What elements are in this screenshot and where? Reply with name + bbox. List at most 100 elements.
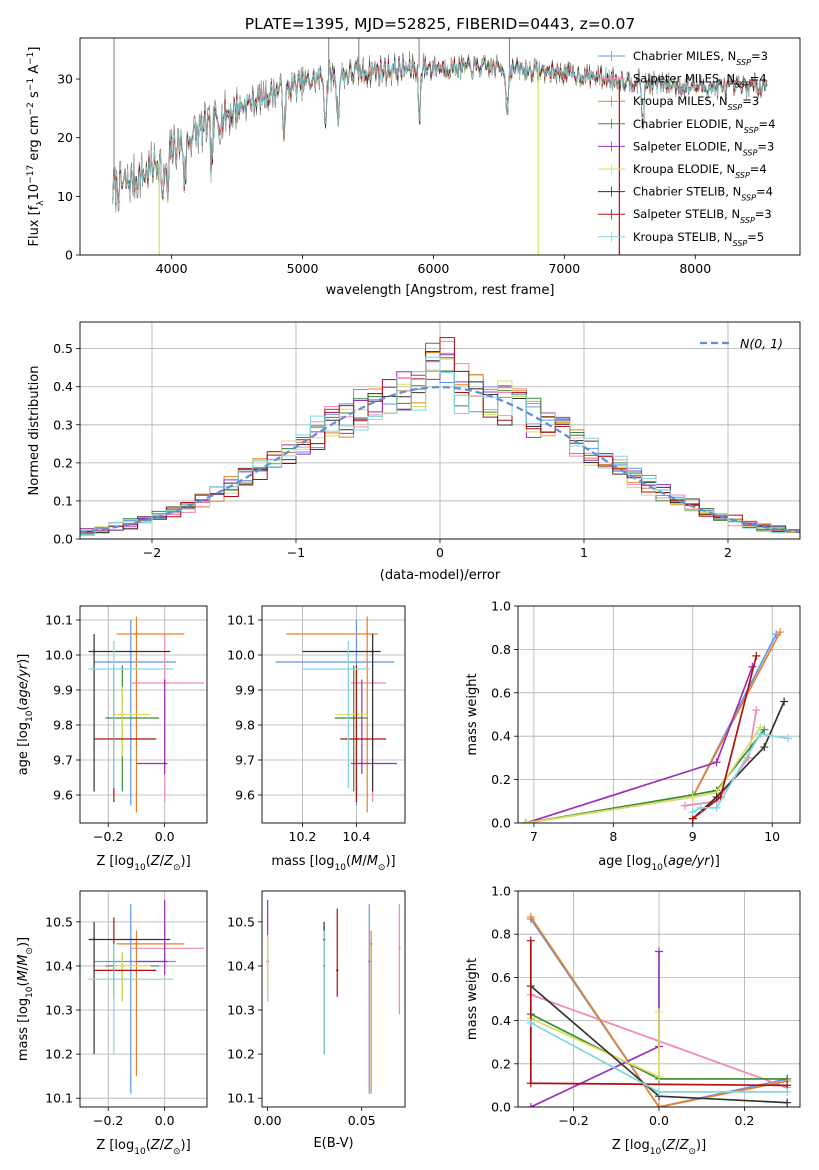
x-tick-label: 10: [764, 829, 780, 844]
series-marker-kroupa_stelib: [784, 734, 793, 743]
x-tick-label: −0.2: [93, 1113, 123, 1128]
axes-frame: [261, 890, 406, 1108]
y-axis-label: mass weight: [465, 673, 480, 755]
y-tick-label: 10.1: [227, 1091, 255, 1106]
x-tick-label: 0.00: [254, 1113, 282, 1128]
y-tick-label: 10.5: [227, 914, 255, 929]
y-tick-label: 0.3: [53, 417, 73, 432]
histogram-kroupa_stelib: [80, 356, 800, 535]
y-tick-label: 0.2: [53, 455, 73, 470]
point-kroupa_stelib: [347, 667, 350, 671]
y-tick-label: 10.3: [45, 1003, 73, 1018]
spectrum-model-kroupa_stelib: [112, 57, 768, 203]
y-tick-label: 9.8: [235, 718, 255, 733]
y-tick-label: 10.2: [227, 1047, 255, 1062]
series-marker-kroupa_miles: [526, 912, 535, 921]
legend-label-kroupa_stelib: Kroupa STELIB, NSSP=5: [633, 230, 764, 248]
x-tick-label: −0.2: [558, 1113, 588, 1128]
y-tick-label: 10.4: [227, 958, 255, 973]
x-tick-label: 7000: [548, 261, 580, 276]
series-marker-kroupa_miles: [655, 1103, 663, 1107]
series-marker-kroupa_elodie: [521, 819, 530, 823]
axes-frame: [79, 890, 208, 1108]
y-axis-label: mass weight: [465, 958, 480, 1040]
series-line-kroupa_miles: [530, 916, 788, 1107]
x-tick-label: 8: [609, 829, 617, 844]
y-tick-label: 9.7: [53, 753, 73, 768]
x-tick-label: 4000: [156, 261, 188, 276]
y-tick-label: 9.9: [235, 683, 255, 698]
point-salpeter_stelib: [355, 737, 358, 741]
plot-area: [112, 38, 768, 255]
point-salpeter_miles: [398, 947, 401, 950]
y-tick-label: 0.2: [491, 772, 511, 787]
plot-area: [526, 912, 792, 1107]
series-marker-salpeter_elodie: [655, 947, 663, 956]
y-tick-label: 0.4: [53, 379, 73, 394]
x-tick-label: 10.2: [289, 829, 317, 844]
y-tick-label: 1.0: [491, 884, 511, 899]
y-tick-label: 9.9: [53, 683, 73, 698]
legend-label-salpeter_elodie: Salpeter ELODIE, NSSP=3: [633, 139, 774, 157]
series-marker-kroupa_stelib: [712, 803, 721, 812]
y-tick-label: 0.0: [491, 816, 511, 831]
y-tick-label: 0.8: [491, 642, 511, 657]
chart-mass_vs_Z: −0.2 0.0 10.1 10.2 10.3 10.4 10.5 Z [log10(Z/Z⊙…: [16, 890, 208, 1157]
y-axis-label: mass [log10(M/M⊙)]: [16, 937, 35, 1061]
point-salpeter_elodie: [360, 762, 364, 765]
histogram-salpeter_stelib: [80, 337, 800, 534]
axes-frame: [79, 321, 801, 540]
axes-frame: [261, 605, 406, 824]
legend-label-chabrier_miles: Chabrier MILES, NSSP=3: [633, 49, 768, 67]
normal-curve: [80, 386, 800, 534]
y-tick-label: 10.2: [45, 1047, 73, 1062]
point-chabrier_miles: [368, 960, 371, 963]
series-marker-kroupa_stelib: [696, 803, 705, 812]
y-tick-label: 0.5: [53, 341, 73, 356]
x-tick-label: −1: [287, 545, 305, 560]
series-marker-kroupa_stelib: [688, 808, 697, 817]
x-tick-label: 0.0: [649, 1113, 669, 1128]
series-marker-salpeter_miles: [752, 706, 761, 715]
chart-age_vs_mass: 10.2 10.4 9.6 9.7 9.8 9.9 10.0 10.1 mass [log10(…: [227, 605, 406, 873]
point-kroupa_miles: [369, 942, 373, 946]
series-marker-salpeter_stelib: [526, 936, 535, 945]
x-axis-label: wavelength [Angstrom, rest frame]: [326, 283, 555, 298]
chart-spectrum: 4000 5000 6000 7000 8000 0 10 20 30 wavelength [A…: [26, 37, 801, 298]
series-marker-kroupa_stelib: [526, 1018, 535, 1027]
x-axis-label: (data-model)/error: [380, 568, 501, 583]
series-marker-kroupa_stelib: [756, 730, 765, 739]
y-tick-label: 0.4: [491, 729, 511, 744]
series-marker-kroupa_stelib: [783, 1087, 792, 1096]
point-chabrier_stelib: [92, 650, 96, 653]
plot-area: [275, 616, 397, 813]
point-kroupa_stelib: [322, 977, 326, 981]
x-axis-label: Z [log10(Z/Z⊙)]: [96, 854, 190, 873]
x-tick-label: 8000: [679, 261, 711, 276]
y-tick-label: 10.0: [45, 648, 73, 663]
x-tick-label: −0.2: [93, 829, 123, 844]
y-tick-label: 10: [57, 189, 73, 204]
x-tick-label: 9: [689, 829, 697, 844]
series-line-chabrier_elodie: [525, 729, 765, 823]
y-tick-label: 0.8: [491, 927, 511, 942]
series-marker-salpeter_elodie: [526, 1103, 535, 1107]
point-chabrier_miles: [129, 960, 132, 963]
y-tick-label: 20: [57, 130, 73, 145]
axes-frame: [79, 605, 208, 824]
figure-title: PLATE=1395, MJD=52825, FIBERID=0443, z=0…: [245, 15, 635, 33]
y-tick-label: 0.2: [491, 1056, 511, 1071]
y-tick-label: 9.8: [53, 718, 73, 733]
x-tick-label: 0.05: [348, 1113, 376, 1128]
point-kroupa_elodie: [266, 964, 269, 968]
x-tick-label: 7: [530, 829, 538, 844]
y-tick-label: 0.6: [491, 685, 511, 700]
legend-label-kroupa_miles: Kroupa MILES, NSSP=3: [633, 94, 759, 112]
point-chabrier_elodie: [352, 716, 355, 720]
series-marker-chabrier_stelib: [783, 1098, 792, 1107]
x-tick-label: 0.2: [735, 1113, 755, 1128]
series-marker-kroupa_elodie: [688, 792, 697, 801]
series-line-kroupa_miles: [525, 631, 781, 823]
chart-mass_vs_ebv: 0.00 0.05 10.1 10.2 10.3 10.4 10.5 E(B-V): [227, 890, 406, 1151]
